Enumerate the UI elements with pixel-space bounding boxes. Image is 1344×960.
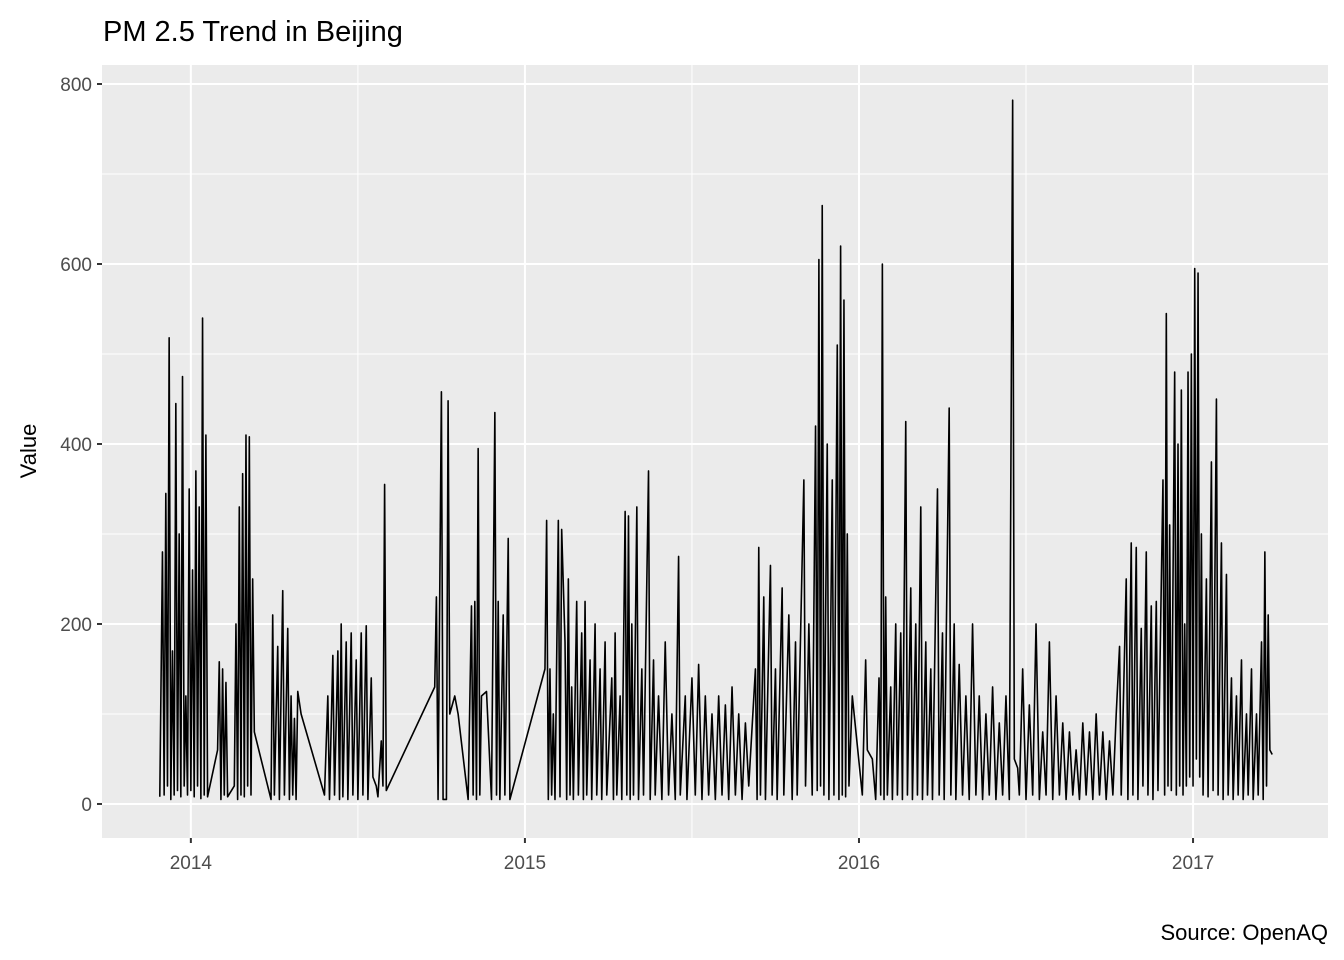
x-tick-label: 2015 [504, 853, 546, 874]
caption: Source: OpenAQ [1160, 920, 1328, 945]
x-tick-label: 2014 [170, 853, 213, 874]
y-tick-label: 600 [60, 255, 92, 276]
chart-title: PM 2.5 Trend in Beijing [103, 16, 403, 48]
data-line [158, 99, 1273, 801]
y-tick-label: 800 [60, 75, 92, 96]
y-tick-label: 400 [60, 435, 92, 456]
y-axis-label: Value [16, 424, 41, 479]
y-tick-label: 0 [81, 795, 92, 816]
y-tick-label: 200 [60, 615, 92, 636]
x-tick-label: 2017 [1172, 853, 1214, 874]
x-tick-label: 2016 [838, 853, 880, 874]
